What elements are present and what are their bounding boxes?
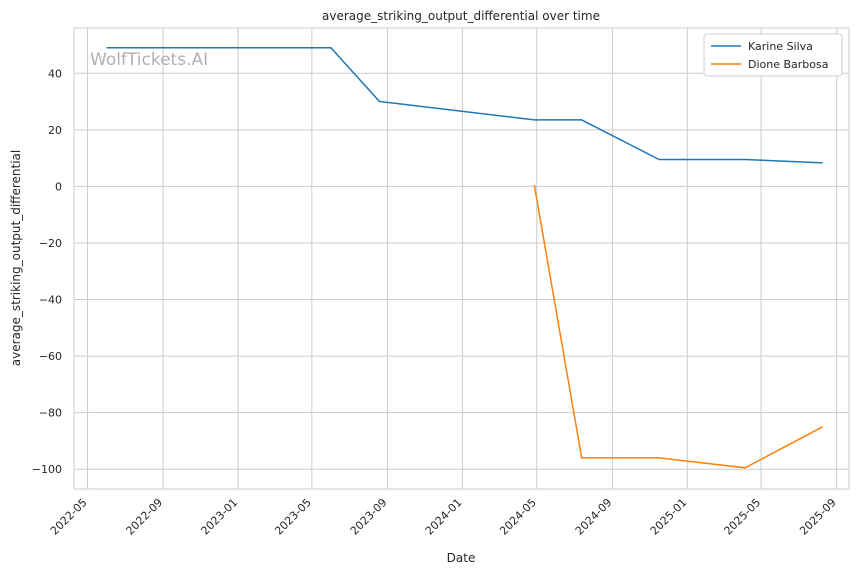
plot-background [74, 28, 849, 489]
x-tick-label: 2022-09 [124, 496, 166, 538]
legend-entry: Karine Silva [748, 40, 813, 53]
x-axis-label: Date [447, 551, 476, 565]
x-tick-label: 2025-01 [648, 496, 690, 538]
y-tick-label: −20 [39, 237, 62, 250]
x-tick-label: 2024-01 [423, 496, 465, 538]
y-axis: 40 20 0 −20 −40 −60 −80 −100 [32, 67, 62, 476]
x-tick-label: 2024-09 [573, 496, 615, 538]
x-tick-label: 2024-05 [497, 496, 539, 538]
y-tick-label: −100 [32, 463, 62, 476]
x-tick-label: 2023-01 [199, 496, 241, 538]
grid [74, 28, 849, 489]
plot-frame [73, 27, 850, 490]
chart-title: average_striking_output_differential ove… [322, 9, 600, 23]
x-axis: 2022-05 2022-09 2023-01 2023-05 2023-09 2024-… [48, 496, 839, 538]
series-layer [106, 47, 823, 469]
series-line-karine-silva [106, 47, 823, 164]
watermark: WolfTickets.AI [90, 50, 208, 70]
legend: Karine Silva Dione Barbosa [703, 33, 843, 77]
y-tick-label: −60 [39, 350, 62, 363]
x-tick-label: 2023-05 [272, 496, 314, 538]
y-tick-label: 0 [55, 180, 62, 193]
x-tick-label: 2025-09 [797, 496, 839, 538]
legend-box [703, 33, 843, 77]
legend-entry: Dione Barbosa [748, 58, 829, 71]
x-tick-label: 2022-05 [48, 496, 90, 538]
x-tick-label: 2025-05 [722, 496, 764, 538]
y-tick-label: 20 [48, 124, 62, 137]
y-tick-label: −80 [39, 407, 62, 420]
x-tick-label: 2023-09 [348, 496, 390, 538]
y-tick-label: −40 [39, 294, 62, 307]
y-tick-label: 40 [48, 67, 62, 80]
y-axis-label: average_striking_output_differential [9, 150, 23, 366]
